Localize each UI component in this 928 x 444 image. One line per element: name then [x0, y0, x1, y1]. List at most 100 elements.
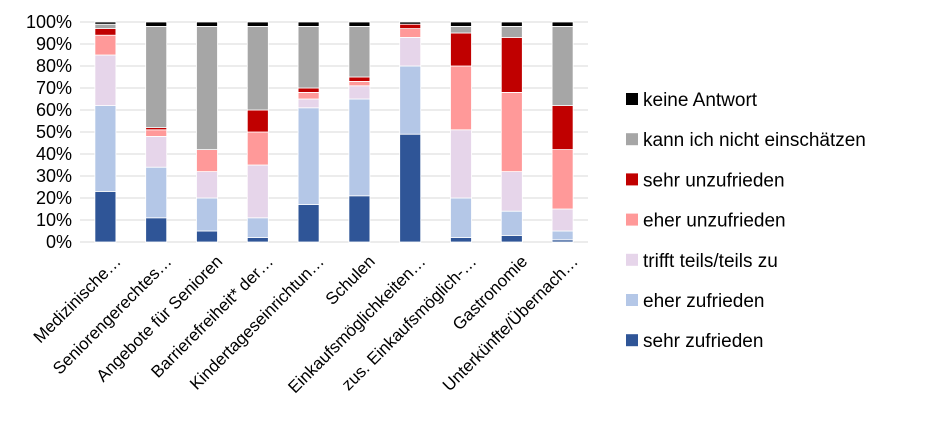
bar-segment [145, 129, 168, 137]
bar-segment [348, 98, 371, 197]
y-tick-label: 60% [36, 100, 72, 120]
bar-segment [94, 23, 117, 30]
legend-swatch [626, 173, 638, 186]
legend: keine Antwort kann ich nicht einschätzen s… [626, 90, 866, 352]
bar-segment [246, 131, 269, 166]
legend-label: kann ich nicht einschätzen [643, 130, 866, 151]
y-tick-label: 20% [36, 188, 72, 208]
bars [94, 21, 574, 243]
bar-segment [348, 76, 371, 82]
legend-swatch [626, 253, 638, 266]
y-tick-label: 50% [36, 122, 72, 142]
bar-segment [551, 25, 574, 106]
legend-item: kann ich nicht einschätzen [626, 130, 866, 151]
bar-segment [246, 21, 269, 27]
bar-segment [399, 23, 422, 30]
bar-segment [399, 37, 422, 67]
bar-segment [399, 28, 422, 38]
bar-segment [399, 21, 422, 25]
bar-segment [297, 92, 320, 100]
bar-segment [551, 230, 574, 241]
legend-item: sehr unzufrieden [626, 170, 785, 191]
legend-swatch [626, 93, 638, 105]
bar-segment [450, 21, 472, 27]
bar-segment [145, 217, 168, 243]
legend-swatch [626, 133, 638, 146]
bar-segment [450, 32, 472, 67]
y-tick-label: 0% [46, 232, 72, 252]
bar-segment [500, 210, 523, 236]
bar-segment [348, 195, 371, 243]
bar-segment [450, 237, 472, 243]
bar-segment [94, 34, 117, 56]
bar-segment [348, 25, 371, 78]
legend-label: keine Antwort [643, 90, 758, 111]
bar-segment [500, 171, 523, 212]
bar-segment [246, 217, 269, 239]
y-tick-label: 10% [36, 210, 72, 230]
bar-segment [196, 21, 218, 27]
bar-segment [551, 21, 574, 27]
bar-segment [500, 21, 523, 27]
bar-segment [246, 164, 269, 219]
y-tick-label: 70% [36, 78, 72, 98]
bar-segment [297, 204, 320, 243]
bar-segment [450, 25, 472, 34]
bar-segment [348, 81, 371, 87]
bar-segment [297, 107, 320, 206]
legend-label: trifft teils/teils zu [643, 251, 778, 272]
bar-segment [246, 109, 269, 133]
bar-segment [246, 237, 269, 243]
x-axis-labels: Medizinische…Seniorengerechtes…Angebote … [30, 252, 582, 397]
legend-swatch [626, 213, 638, 226]
bar-segment [348, 21, 371, 27]
bar-segment [196, 171, 218, 199]
bar-segment [297, 21, 320, 27]
legend-label: sehr unzufrieden [643, 170, 785, 191]
bar-segment [94, 28, 117, 36]
bar-segment [297, 87, 320, 93]
y-tick-label: 30% [36, 166, 72, 186]
y-tick-label: 90% [36, 34, 72, 54]
bar-segment [145, 135, 168, 168]
bar-segment [551, 149, 574, 210]
legend-item: eher unzufrieden [626, 211, 786, 232]
bar-segment [145, 25, 168, 128]
y-tick-label: 100% [26, 12, 72, 32]
bar-segment [450, 65, 472, 131]
bar-segment [246, 25, 269, 111]
y-axis-ticks: 0%10%20%30%40%50%60%70%80%90%100% [26, 12, 72, 252]
bar-segment [94, 21, 117, 25]
legend-label: sehr zufrieden [643, 331, 763, 352]
bar-segment [500, 92, 523, 172]
legend-item: trifft teils/teils zu [626, 251, 778, 272]
bar-segment [94, 105, 117, 192]
y-tick-label: 80% [36, 56, 72, 76]
bar-segment [196, 197, 218, 232]
bar-segment [500, 25, 523, 38]
bar-segment [145, 21, 168, 27]
legend-item: eher zufrieden [626, 291, 764, 312]
bar-segment [196, 149, 218, 173]
legend-item: keine Antwort [626, 90, 758, 111]
bar-segment [297, 25, 320, 89]
y-tick-label: 40% [36, 144, 72, 164]
legend-label: eher zufrieden [643, 291, 764, 312]
bar-segment [94, 190, 117, 243]
bar-segment [450, 197, 472, 238]
bar-segment [500, 234, 523, 243]
bar-segment [551, 105, 574, 150]
legend-swatch [626, 294, 638, 306]
bar-segment [145, 166, 168, 219]
bar-segment [196, 25, 218, 150]
bar-segment [94, 54, 117, 106]
bar-segment [450, 129, 472, 199]
legend-item: sehr zufrieden [626, 331, 763, 352]
bar-segment [551, 208, 574, 232]
bar-segment [399, 65, 422, 135]
legend-swatch [626, 334, 638, 347]
bar-segment [196, 230, 218, 243]
legend-label: eher unzufrieden [643, 211, 786, 232]
bar-segment [399, 133, 422, 243]
